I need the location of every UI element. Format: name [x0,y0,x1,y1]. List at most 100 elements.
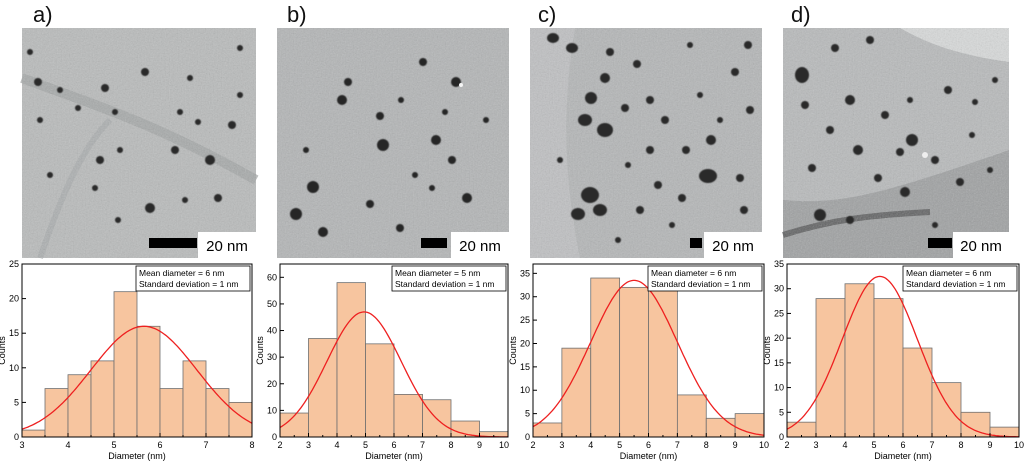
x-tick-label: 2 [277,440,282,450]
x-tick-label: 5 [111,440,116,450]
x-tick-label: 4 [334,440,339,450]
histogram-c: 2 3 4 5 6 7 8 9 10 0 5 10 15 20 25 30 35 Diameter (nm) Cou… [508,263,769,461]
stats-annotation-box [647,265,763,292]
x-tick-label: 10 [759,440,769,450]
histogram-a: 3 4 5 6 7 8 0 5 10 15 20 25 Diameter (nm) Counts Mean … [0,259,255,461]
y-tick-label: 25 [774,308,784,318]
x-tick-label: 7 [203,440,208,450]
histogram-bar [619,286,649,438]
gaussian-fit-line [279,311,508,438]
x-tick-label: 8 [249,440,254,450]
gaussian-fit-line [786,275,1019,438]
y-tick-label: 25 [520,315,530,325]
histogram-bar [561,347,592,438]
nanoparticles-b [290,58,489,237]
histogram-bar [336,282,366,438]
tem-grain [783,28,1009,258]
y-tick-label: 20 [774,333,784,343]
histogram-b: 2 3 4 5 6 7 8 9 10 0 10 20 30 40 50 60 Diameter (nm) Coun… [255,263,509,461]
histogram-bar [393,394,423,438]
y-tick-label: 50 [267,299,277,309]
stats-annotation-box [135,265,251,292]
nanoparticles-c [547,33,754,243]
x-tick-label: 6 [157,440,162,450]
x-tick-label: 6 [391,440,396,450]
x-axis-label: Diameter (nm) [365,451,423,461]
y-tick-label: 0 [779,432,784,442]
stats-annotation: Standard deviation = 1 nm [139,279,238,289]
y-tick-label: 0 [272,432,277,442]
panel-label-d: d) [791,2,811,27]
histogram-bar [648,286,678,438]
y-tick-label: 40 [267,326,277,336]
y-tick-label: 5 [14,397,19,407]
histogram-bar [113,291,138,438]
x-tick-label: 3 [559,440,564,450]
bright-spot [922,152,928,158]
x-tick-label: 4 [588,440,593,450]
histogram-d: 2 3 4 5 6 7 8 9 10 0 5 10 15 20 25 30 35 Diameter (nm) Cou… [762,259,1024,461]
histogram-bar [873,298,904,438]
scale-label-box [198,232,256,258]
y-tick-label: 30 [267,352,277,362]
y-tick-label: 10 [774,383,784,393]
scale-label: 20 nm [206,238,248,255]
scale-bar [690,238,702,248]
x-tick-label: 4 [65,440,70,450]
y-tick-label: 60 [267,272,277,282]
y-tick-label: 5 [779,407,784,417]
tem-image-a: 20 nm [20,28,259,259]
x-tick-label: 10 [499,440,509,450]
stats-annotation: Standard deviation = 1 nm [906,279,1005,289]
scale-label-box [451,232,509,258]
nanoparticles-a [27,45,243,223]
x-tick-label: 8 [958,440,963,450]
stats-annotation: Mean diameter = 5 nm [395,268,480,278]
y-tick-label: 20 [9,294,19,304]
histogram-bar [159,388,184,438]
nanoparticles-d [795,36,998,228]
y-tick-label: 10 [520,385,530,395]
panel-label-c: c) [538,2,557,27]
x-tick-label: 2 [530,440,535,450]
x-tick-label: 3 [813,440,818,450]
histogram-bar [532,422,563,438]
x-tick-label: 9 [733,440,738,450]
y-tick-label: 10 [9,363,19,373]
x-tick-label: 5 [363,440,368,450]
x-tick-label: 4 [842,440,847,450]
x-tick-label: 6 [900,440,905,450]
stats-annotation: Standard deviation = 1 nm [651,279,750,289]
stats-annotation: Mean diameter = 6 nm [651,268,736,278]
tem-grain [277,28,509,258]
x-axis-label: Diameter (nm) [620,451,678,461]
x-tick-label: 9 [987,440,992,450]
histogram-bar [931,382,962,438]
x-tick-label: 8 [448,440,453,450]
scale-bar [928,238,952,248]
y-axis-label: Counts [0,336,7,365]
gaussian-fit-line [21,325,253,430]
scale-label-box [704,232,762,258]
x-tick-label: 8 [704,440,709,450]
scale-bar [149,238,197,248]
y-tick-label: 15 [9,328,19,338]
tem-grain [530,28,762,258]
y-tick-label: 35 [520,268,530,278]
y-tick-label: 0 [525,432,530,442]
histogram-bar [705,417,736,438]
y-tick-label: 20 [520,338,530,348]
histogram-bar [786,421,817,438]
panel-label-b: b) [287,2,307,27]
y-tick-label: 10 [267,405,277,415]
y-tick-label: 30 [774,284,784,294]
stats-annotation-box [391,265,507,292]
tem-image-c: 20 nm [530,28,762,258]
y-axis-label: Counts [762,336,772,365]
x-tick-label: 2 [784,440,789,450]
y-tick-label: 25 [9,259,19,269]
x-axis-label: Diameter (nm) [874,451,932,461]
x-tick-label: 7 [929,440,934,450]
tem-image-d: 20 nm [782,28,1009,258]
